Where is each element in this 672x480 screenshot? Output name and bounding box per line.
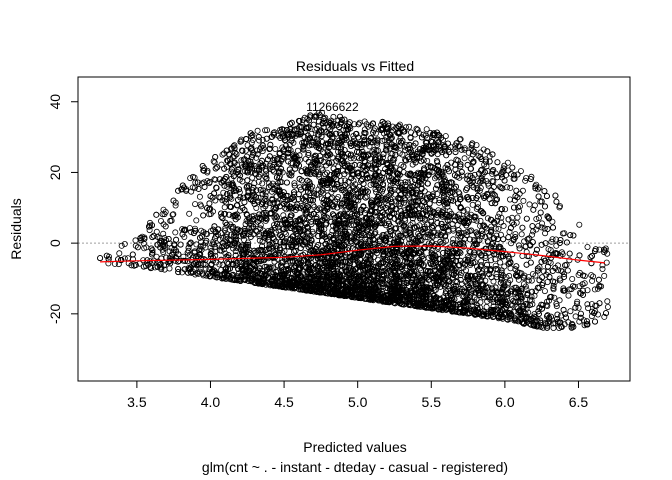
chart-title: Residuals vs Fitted xyxy=(296,58,414,74)
residual-point xyxy=(167,266,172,271)
residual-point xyxy=(570,276,575,281)
residual-point xyxy=(173,230,178,235)
residual-point xyxy=(117,251,122,256)
residual-point xyxy=(521,198,526,203)
residual-point xyxy=(193,202,198,207)
residual-point xyxy=(220,152,225,157)
residual-point xyxy=(568,309,573,314)
residual-point xyxy=(519,232,524,237)
residual-point xyxy=(605,299,610,304)
residual-point xyxy=(602,273,607,278)
residual-point xyxy=(222,205,227,210)
residual-point xyxy=(577,222,582,227)
residual-point xyxy=(520,188,525,193)
residual-point xyxy=(518,169,523,174)
residual-point xyxy=(470,202,475,207)
residual-point xyxy=(585,244,590,249)
residual-point xyxy=(550,219,555,224)
residual-point xyxy=(554,243,559,248)
residual-point xyxy=(125,256,130,261)
residual-point xyxy=(501,223,506,228)
residual-point xyxy=(197,194,202,199)
residual-point xyxy=(530,232,535,237)
residual-point xyxy=(515,215,520,220)
residual-point xyxy=(542,289,547,294)
residual-point xyxy=(508,185,513,190)
residual-point xyxy=(311,203,316,208)
residual-point xyxy=(505,160,510,165)
residual-point xyxy=(368,182,373,187)
residual-point xyxy=(273,146,278,151)
residual-point xyxy=(484,304,489,309)
residual-point xyxy=(158,218,163,223)
residual-point xyxy=(498,260,503,265)
residual-point xyxy=(475,201,480,206)
residual-point xyxy=(462,156,467,161)
residual-point xyxy=(527,202,532,207)
residual-point xyxy=(566,293,571,298)
residual-point xyxy=(255,128,260,133)
residual-points xyxy=(98,110,611,331)
residual-point xyxy=(194,218,199,223)
residual-point xyxy=(605,304,610,309)
residual-point xyxy=(451,237,456,242)
residual-point xyxy=(573,314,578,319)
residual-point xyxy=(507,197,512,202)
residual-point xyxy=(557,298,562,303)
